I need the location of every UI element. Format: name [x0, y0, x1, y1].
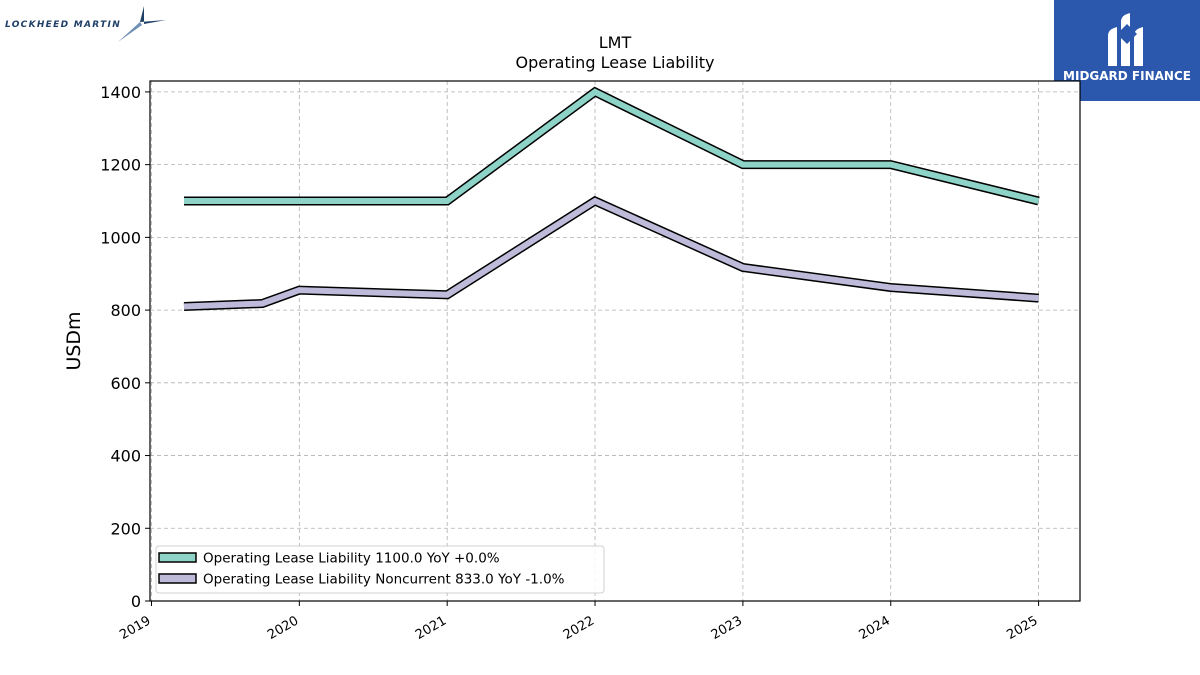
y-tick-label: 600: [110, 374, 141, 393]
y-tick-label: 1000: [100, 228, 141, 247]
plot-frame: [149, 80, 1081, 602]
midgard-finance-wordmark: MIDGARD FINANCE: [1063, 69, 1191, 83]
y-tick-label: 400: [110, 447, 141, 466]
x-tick-label: 2020: [265, 613, 301, 643]
x-tick-label: 2022: [561, 613, 597, 643]
series-line: [184, 88, 1040, 204]
x-tick-label: 2024: [857, 613, 893, 643]
y-tick-label: 1200: [100, 156, 141, 175]
legend-label: Operating Lease Liability 1100.0 YoY +0.…: [203, 551, 500, 567]
y-tick-label: 800: [110, 301, 141, 320]
lockheed-star-icon: [118, 6, 166, 42]
y-tick-label: 1400: [100, 83, 141, 102]
y-tick-label: 200: [110, 519, 141, 538]
chart-title: LMT: [599, 33, 632, 52]
y-tick-label: 0: [131, 592, 141, 611]
series-line: [183, 197, 1039, 310]
plot-background: [150, 81, 1080, 601]
legend-label: Operating Lease Liability Noncurrent 833…: [203, 572, 565, 588]
x-tick-label: 2021: [413, 613, 449, 643]
midgard-m-icon: [1108, 13, 1143, 66]
lockheed-martin-wordmark: LOCKHEED MARTIN: [5, 20, 122, 30]
y-axis-label: USDm: [63, 311, 85, 370]
legend: Operating Lease Liability 1100.0 YoY +0.…: [155, 545, 605, 594]
x-tick-label: 2023: [709, 613, 745, 643]
x-tick-label: 2019: [117, 613, 153, 643]
legend-box: [155, 545, 605, 594]
x-tick-label: 2025: [1004, 613, 1040, 643]
series-lines: [183, 86, 1040, 311]
legend-swatch: [158, 573, 197, 584]
lockheed-martin-logo: LOCKHEED MARTIN: [4, 4, 170, 44]
chart-subtitle: Operating Lease Liability: [515, 53, 714, 72]
legend-swatch: [158, 552, 197, 563]
